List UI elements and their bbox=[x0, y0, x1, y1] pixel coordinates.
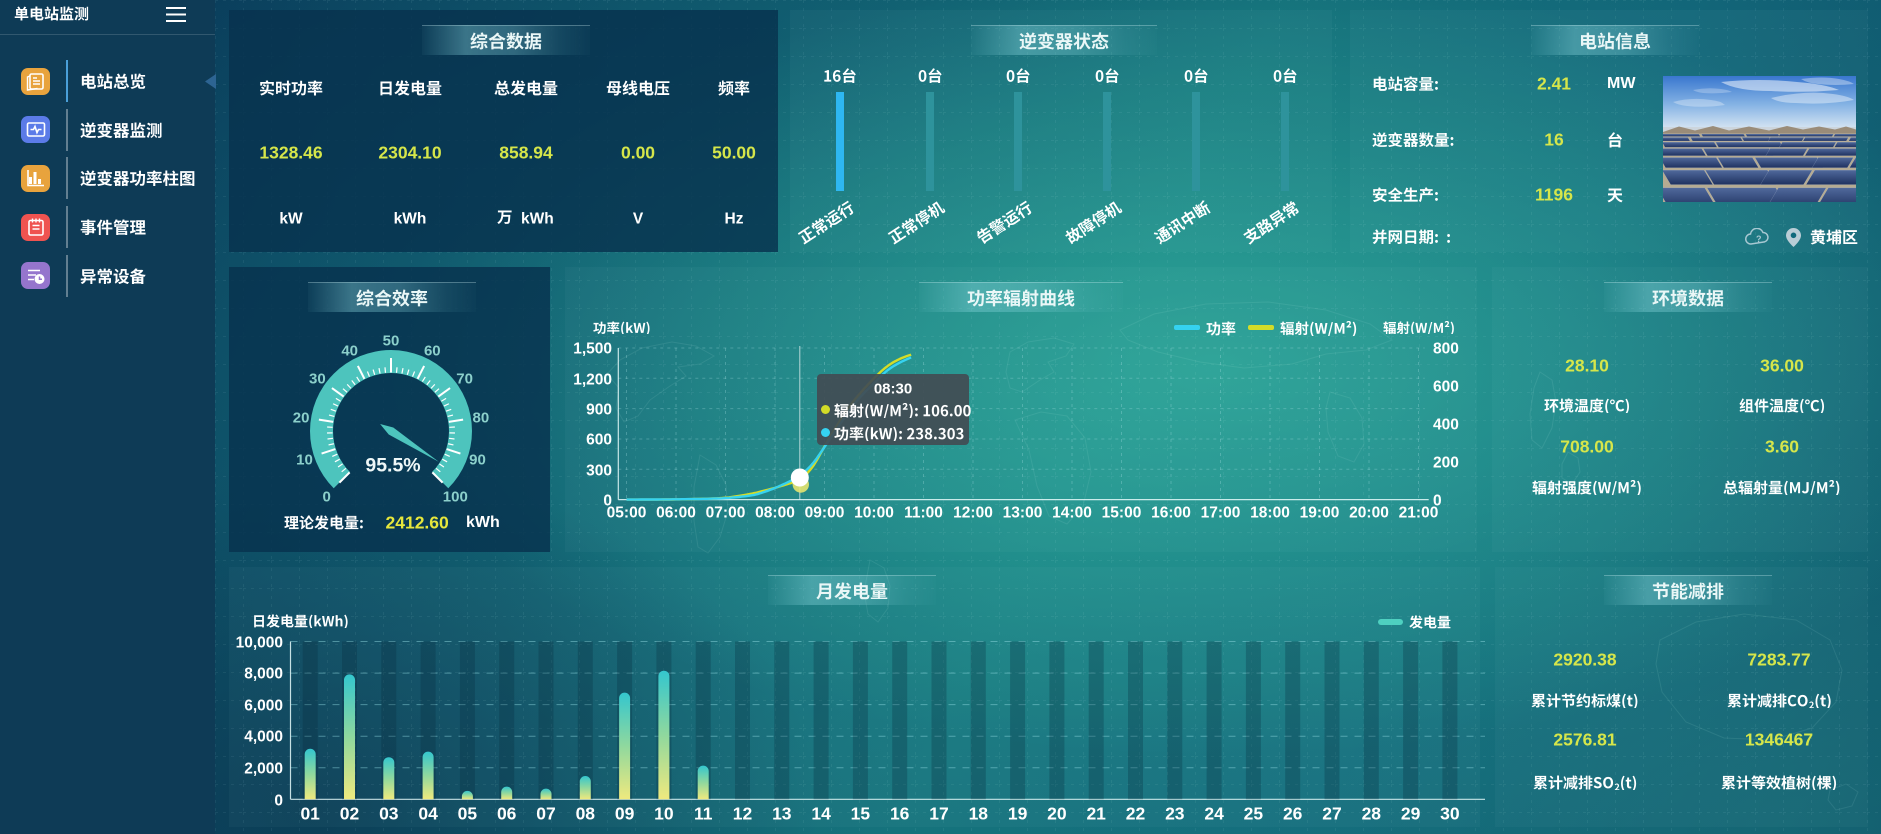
svg-text:?: ? bbox=[1756, 234, 1762, 244]
